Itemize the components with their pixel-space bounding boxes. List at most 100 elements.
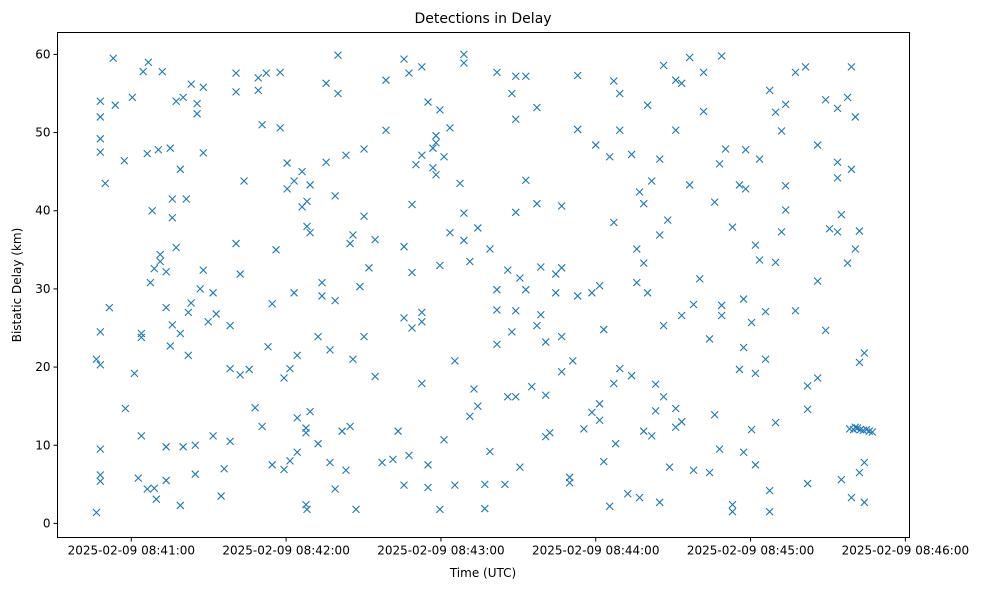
data-point xyxy=(400,55,408,63)
data-point xyxy=(286,457,294,465)
data-point xyxy=(609,218,618,227)
data-point xyxy=(254,86,263,95)
data-point xyxy=(342,466,350,475)
data-point xyxy=(847,165,856,174)
chart-title: Detections in Delay xyxy=(414,11,551,27)
data-point xyxy=(511,72,520,81)
data-point xyxy=(334,51,342,60)
data-point xyxy=(96,471,105,479)
data-point xyxy=(382,76,390,85)
data-point xyxy=(587,408,596,417)
x-axis: 2025-02-09 08:41:00 2025-02-09 08:42:00 20… xyxy=(68,537,969,558)
data-point xyxy=(349,355,357,364)
data-point xyxy=(226,364,235,373)
data-point xyxy=(179,442,188,451)
data-point xyxy=(166,342,175,350)
data-point xyxy=(647,177,656,185)
data-point xyxy=(209,431,217,440)
data-point xyxy=(739,448,748,457)
data-point xyxy=(460,236,468,245)
y-axis: 0 10 20 30 40 50 60 xyxy=(35,47,58,530)
data-point xyxy=(193,109,201,118)
data-point xyxy=(643,288,652,297)
data-point xyxy=(699,107,708,116)
data-point xyxy=(777,227,786,236)
data-point xyxy=(120,156,129,165)
data-point xyxy=(166,144,175,153)
data-point xyxy=(184,351,193,360)
data-point xyxy=(417,379,426,388)
data-point xyxy=(162,303,171,312)
data-point xyxy=(791,306,800,315)
data-point xyxy=(635,493,644,502)
data-point xyxy=(179,93,188,102)
data-point xyxy=(813,277,822,285)
data-point xyxy=(765,486,774,495)
data-point xyxy=(436,106,444,114)
data-point xyxy=(137,329,146,338)
data-point xyxy=(187,80,196,88)
data-point xyxy=(587,288,596,297)
data-point xyxy=(685,181,694,189)
data-point xyxy=(710,410,719,419)
data-points xyxy=(92,50,877,517)
data-point xyxy=(258,120,267,129)
data-point xyxy=(515,463,524,472)
data-point xyxy=(579,424,588,433)
data-point xyxy=(771,258,780,267)
data-point xyxy=(276,123,285,132)
data-point xyxy=(408,200,416,209)
data-point xyxy=(306,181,314,189)
data-point xyxy=(632,245,641,253)
data-point xyxy=(199,83,208,92)
y-tick-label: 40 xyxy=(35,204,50,218)
data-point xyxy=(685,53,694,62)
data-point xyxy=(609,379,618,388)
data-point xyxy=(833,227,842,236)
data-point xyxy=(240,177,248,185)
data-point xyxy=(293,448,302,457)
data-point xyxy=(254,73,263,82)
data-point xyxy=(412,160,420,169)
data-point xyxy=(172,243,181,252)
data-point xyxy=(855,468,864,477)
data-point xyxy=(851,245,860,253)
data-point xyxy=(193,99,201,108)
data-point xyxy=(101,179,110,188)
data-point xyxy=(371,235,380,244)
data-point xyxy=(847,63,856,71)
data-point xyxy=(280,374,288,382)
data-point xyxy=(860,498,869,507)
data-point xyxy=(293,414,302,422)
data-point xyxy=(747,425,756,434)
data-point xyxy=(605,152,614,161)
data-point xyxy=(591,141,600,149)
data-point xyxy=(503,266,512,275)
data-point xyxy=(699,68,708,77)
data-point xyxy=(573,125,582,134)
data-point xyxy=(470,385,478,393)
x-tick-label: 2025-02-09 08:46:00 xyxy=(842,544,969,558)
data-point xyxy=(551,270,560,278)
data-point xyxy=(465,257,474,266)
data-point xyxy=(154,145,163,154)
data-point xyxy=(360,212,368,221)
data-point xyxy=(245,365,254,374)
data-point xyxy=(280,465,288,474)
data-point xyxy=(303,197,311,206)
data-point xyxy=(751,369,760,378)
data-point xyxy=(655,231,664,239)
data-point xyxy=(303,222,311,231)
data-point xyxy=(761,307,770,316)
data-point xyxy=(728,500,737,509)
data-point xyxy=(290,288,298,297)
data-point xyxy=(286,364,294,373)
data-point xyxy=(771,418,780,427)
data-point xyxy=(150,484,159,493)
data-point xyxy=(659,61,668,70)
data-point xyxy=(143,485,152,493)
data-point xyxy=(503,392,512,401)
data-point xyxy=(314,439,322,448)
data-point xyxy=(408,268,416,277)
data-point xyxy=(121,404,130,413)
